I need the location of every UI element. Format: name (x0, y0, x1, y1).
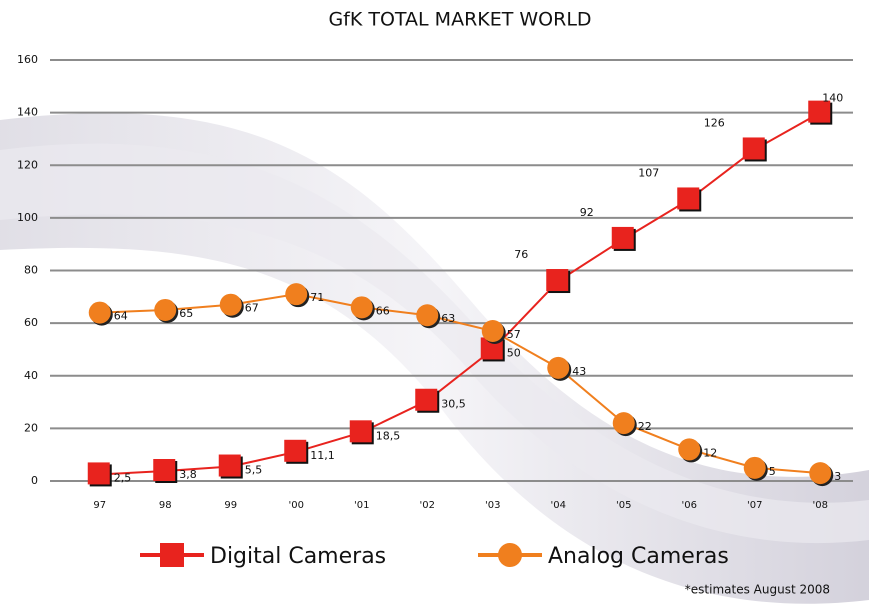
value-label: 92 (580, 206, 594, 219)
marker (678, 438, 700, 460)
marker (219, 455, 241, 477)
marker (744, 457, 766, 479)
legend-marker (160, 543, 184, 567)
x-tick-label: '04 (551, 500, 566, 511)
legend-label: Analog Cameras (548, 544, 729, 569)
legend-label: Digital Cameras (210, 544, 386, 569)
value-label: 3 (834, 470, 841, 483)
marker (351, 296, 373, 318)
value-label: 12 (703, 446, 717, 459)
value-label: 5,5 (245, 464, 263, 477)
value-label: 11,1 (310, 449, 335, 462)
marker (677, 187, 699, 209)
marker (546, 269, 568, 291)
chart: GfK TOTAL MARKET WORLD *estimates August… (0, 0, 869, 608)
marker (350, 420, 372, 442)
x-tick-label: '02 (420, 500, 435, 511)
y-tick-label: 80 (24, 264, 38, 277)
x-tick-label: '07 (747, 500, 762, 511)
chart-title: GfK TOTAL MARKET WORLD (328, 9, 591, 31)
x-tick-label: 99 (224, 500, 237, 511)
value-label: 57 (507, 328, 521, 341)
y-tick-label: 20 (24, 421, 38, 434)
marker (743, 137, 765, 159)
y-tick-label: 160 (17, 53, 38, 66)
value-label: 64 (114, 310, 128, 323)
marker (416, 304, 438, 326)
y-tick-label: 40 (24, 369, 38, 382)
marker (154, 299, 176, 321)
value-label: 3,8 (179, 468, 197, 481)
value-label: 63 (441, 312, 455, 325)
value-label: 5 (769, 465, 776, 478)
x-tick-label: 98 (159, 500, 172, 511)
x-tick-label: '01 (354, 500, 369, 511)
marker (220, 294, 242, 316)
marker (809, 462, 831, 484)
y-tick-label: 120 (17, 158, 38, 171)
marker (613, 412, 635, 434)
marker (285, 283, 307, 305)
x-tick-label: '06 (682, 500, 697, 511)
footnote: *estimates August 2008 (685, 583, 830, 597)
marker (88, 462, 110, 484)
value-label: 76 (514, 248, 528, 261)
value-label: 140 (822, 92, 843, 105)
marker (284, 440, 306, 462)
y-tick-label: 60 (24, 316, 38, 329)
value-label: 2,5 (114, 471, 132, 484)
value-label: 30,5 (441, 398, 466, 411)
value-label: 65 (179, 307, 193, 320)
x-tick-label: '08 (813, 500, 828, 511)
marker (89, 302, 111, 324)
value-label: 43 (572, 365, 586, 378)
legend-marker (498, 543, 522, 567)
y-tick-label: 0 (31, 474, 38, 487)
marker (547, 357, 569, 379)
marker (482, 320, 504, 342)
y-tick-label: 100 (17, 211, 38, 224)
x-tick-label: 97 (93, 500, 106, 511)
x-tick-label: '03 (485, 500, 500, 511)
marker (153, 459, 175, 481)
value-label: 66 (376, 304, 390, 317)
value-label: 22 (638, 420, 652, 433)
value-label: 18,5 (376, 429, 401, 442)
value-label: 126 (704, 116, 725, 129)
x-tick-label: '00 (289, 500, 304, 511)
value-label: 67 (245, 302, 259, 315)
value-label: 107 (638, 166, 659, 179)
marker (612, 227, 634, 249)
marker (415, 389, 437, 411)
x-tick-label: '05 (616, 500, 631, 511)
value-label: 71 (310, 291, 324, 304)
y-tick-label: 140 (17, 106, 38, 119)
value-label: 50 (507, 346, 521, 359)
